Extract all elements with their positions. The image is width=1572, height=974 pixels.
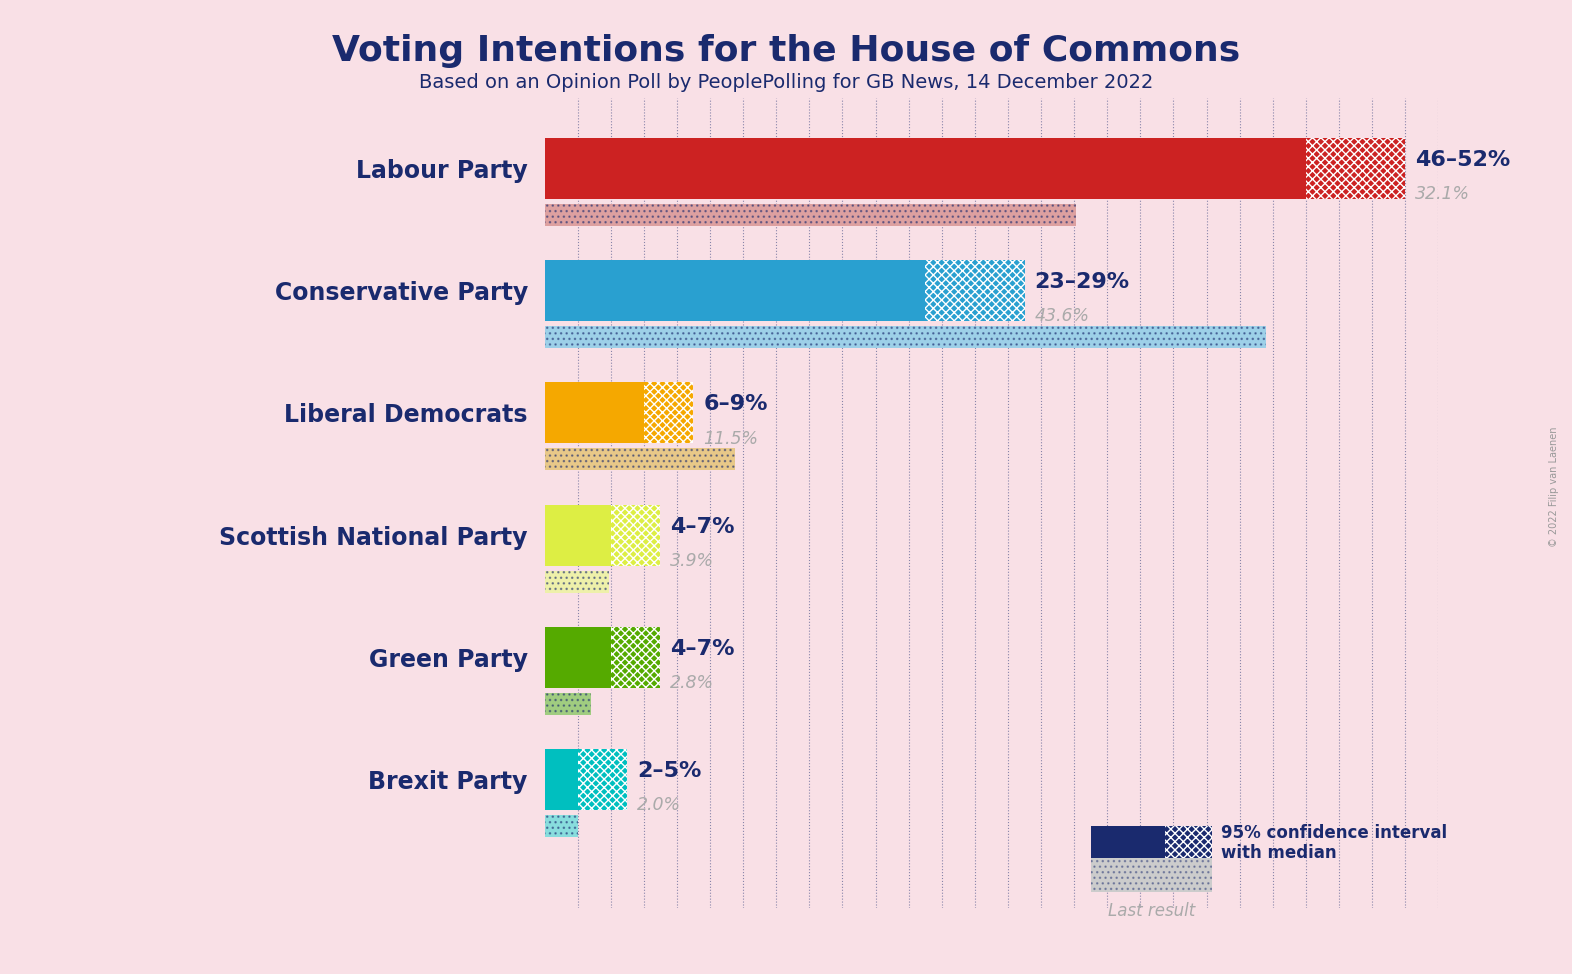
Bar [612, 505, 660, 566]
Text: Based on an Opinion Poll by PeoplePolling for GB News, 14 December 2022: Based on an Opinion Poll by PeoplePollin… [418, 73, 1154, 93]
Bar [544, 260, 926, 321]
Bar [544, 326, 1265, 349]
Text: Voting Intentions for the House of Commons: Voting Intentions for the House of Commo… [332, 34, 1240, 68]
Bar [544, 383, 645, 443]
Bar [544, 815, 577, 837]
Bar [544, 815, 577, 837]
Bar [544, 571, 608, 592]
Bar [1306, 138, 1405, 199]
Text: 95% confidence interval
with median: 95% confidence interval with median [1221, 824, 1448, 862]
Bar [544, 693, 591, 715]
Text: © 2022 Filip van Laenen: © 2022 Filip van Laenen [1550, 427, 1559, 547]
Text: 43.6%: 43.6% [1034, 308, 1089, 325]
Text: 6–9%: 6–9% [703, 394, 769, 414]
Text: 2.8%: 2.8% [670, 674, 714, 692]
Bar [544, 749, 577, 810]
Text: 4–7%: 4–7% [670, 516, 734, 537]
Bar [544, 205, 1075, 226]
Text: 32.1%: 32.1% [1415, 185, 1470, 204]
Bar [544, 205, 1075, 226]
Bar [1091, 826, 1165, 860]
Bar [544, 138, 1306, 199]
Bar [1091, 858, 1212, 892]
Bar [645, 383, 693, 443]
Bar [544, 448, 734, 470]
Bar [544, 693, 591, 715]
Bar [577, 749, 627, 810]
Text: 2.0%: 2.0% [637, 796, 681, 814]
Bar [926, 260, 1025, 321]
Bar [544, 571, 608, 592]
Bar [544, 505, 612, 566]
Bar [1091, 858, 1212, 892]
Text: 23–29%: 23–29% [1034, 273, 1130, 292]
Bar [544, 626, 612, 688]
Text: 11.5%: 11.5% [703, 430, 758, 448]
Bar [544, 448, 734, 470]
Text: Last result: Last result [1108, 902, 1195, 919]
Text: 3.9%: 3.9% [670, 551, 714, 570]
Bar [1165, 826, 1212, 860]
Text: 2–5%: 2–5% [637, 761, 701, 781]
Text: 46–52%: 46–52% [1415, 150, 1511, 170]
Text: 4–7%: 4–7% [670, 639, 734, 658]
Bar [544, 326, 1265, 349]
Bar [612, 626, 660, 688]
